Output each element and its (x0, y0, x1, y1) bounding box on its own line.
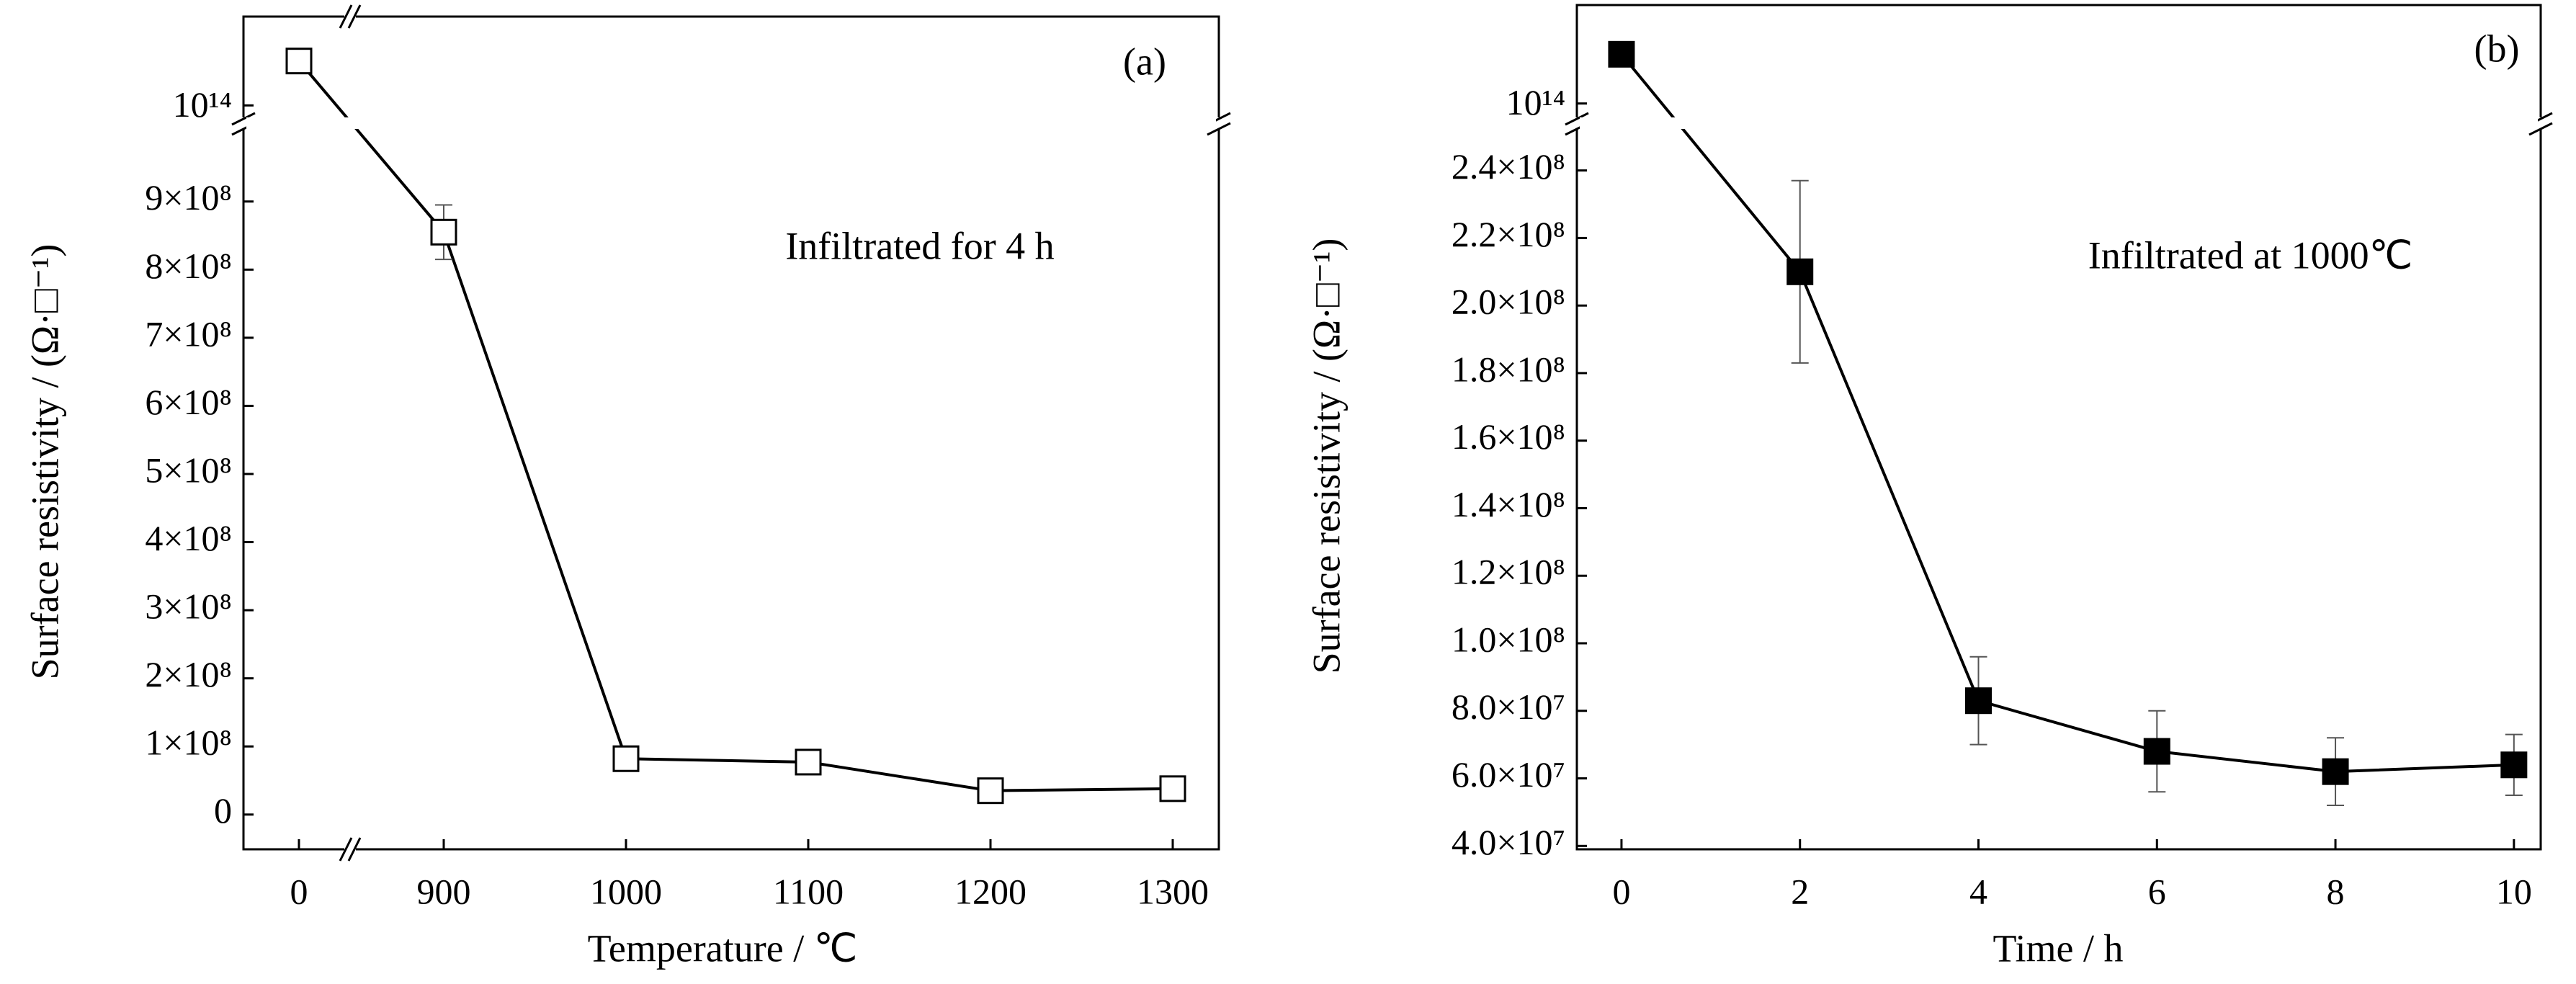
plot-frame (242, 15, 1220, 851)
x-tick-label: 0 (1612, 871, 1630, 911)
x-axis-title: Time / h (1993, 926, 2123, 970)
marker (612, 745, 640, 772)
y-tick-label: 10¹⁴ (173, 84, 232, 125)
y-tick-label: 4×10⁸ (145, 518, 232, 558)
marker (1965, 687, 1992, 715)
y-axis-title: Surface resistivity / (Ω·□⁻¹) (1305, 238, 1348, 674)
y-axis-title: Surface resistivity / (Ω·□⁻¹) (23, 244, 66, 680)
y-tick-label: 1.4×10⁸ (1452, 484, 1565, 524)
y-tick-label: 1×10⁸ (145, 723, 232, 763)
marker (430, 218, 457, 246)
marker (1608, 40, 1635, 68)
marker (795, 748, 822, 776)
y-tick-label: 6×10⁸ (145, 382, 232, 422)
x-tick-label: 2 (1791, 871, 1809, 911)
y-tick-label: 1.2×10⁸ (1452, 552, 1565, 592)
axis-break-mark (231, 112, 256, 126)
x-tick-label: 1200 (954, 871, 1027, 911)
y-tick-label: 1.0×10⁸ (1452, 619, 1565, 659)
x-tick-label: 1100 (773, 871, 844, 911)
x-axis-title: Temperature / ℃ (588, 926, 858, 970)
y-tick-label: 1.6×10⁸ (1452, 416, 1565, 457)
marker (2322, 758, 2349, 785)
x-tick-label: 8 (2327, 871, 2345, 911)
marker (2500, 751, 2528, 779)
x-tick-label: 0 (290, 871, 308, 911)
y-tick-label: 0 (214, 790, 232, 831)
axis-break-mark (1207, 122, 1231, 136)
y-tick-label: 10¹⁴ (1506, 82, 1565, 122)
axis-break-gap (1580, 117, 2538, 129)
x-tick-label: 10 (2496, 871, 2532, 911)
y-tick-label: 1.8×10⁸ (1452, 349, 1565, 389)
plot-frame (1575, 4, 2542, 851)
y-tick-label: 2.0×10⁸ (1452, 282, 1565, 322)
y-tick-label: 4.0×10⁷ (1452, 822, 1565, 862)
marker (1159, 775, 1186, 802)
x-tick-label: 6 (2148, 871, 2166, 911)
x-tick-label: 1300 (1137, 871, 1209, 911)
axis-break-mark (339, 837, 353, 862)
axis-break-gap (246, 117, 1216, 129)
data-line (1620, 53, 2514, 774)
y-tick-label: 2.4×10⁸ (1452, 146, 1565, 187)
axis-break-mark (1565, 112, 1589, 126)
axis-break-mark (2528, 122, 2553, 136)
y-tick-label: 3×10⁸ (145, 586, 232, 627)
marker (2143, 738, 2170, 765)
y-tick-label: 9×10⁸ (145, 177, 232, 218)
data-line (298, 60, 1173, 792)
y-tick-label: 7×10⁸ (145, 313, 232, 354)
annotation: Infiltrated for 4 h (785, 224, 1054, 267)
x-tick-label: 900 (417, 871, 471, 911)
marker (977, 777, 1004, 805)
x-tick-label: 4 (1969, 871, 1987, 911)
axis-break-mark (347, 4, 362, 29)
annotation: Infiltrated at 1000℃ (2088, 233, 2413, 277)
axis-break-mark (339, 4, 353, 29)
y-tick-label: 5×10⁸ (145, 449, 232, 490)
marker (285, 48, 313, 75)
y-tick-label: 2×10⁸ (145, 654, 232, 694)
y-tick-label: 6.0×10⁷ (1452, 754, 1565, 795)
y-tick-label: 8×10⁸ (145, 246, 232, 286)
axis-break-mark (347, 837, 362, 862)
marker (1786, 258, 1814, 285)
x-tick-label: 1000 (590, 871, 662, 911)
panel-label: (b) (2474, 27, 2520, 70)
panel-label: (a) (1123, 40, 1166, 83)
y-tick-label: 2.2×10⁸ (1452, 214, 1565, 254)
y-tick-label: 8.0×10⁷ (1452, 686, 1565, 727)
